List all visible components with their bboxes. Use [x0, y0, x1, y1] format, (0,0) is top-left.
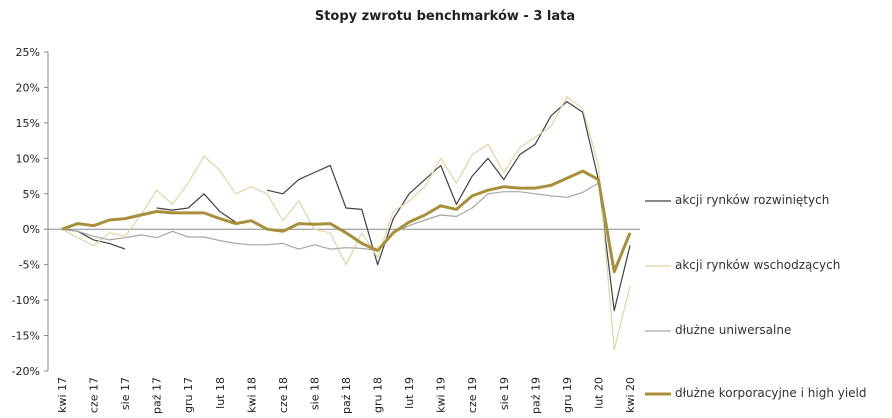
y-tick-label: -5%: [19, 259, 40, 272]
series-line: [61, 96, 631, 351]
x-tick-label: sie 19: [498, 377, 511, 410]
y-tick-label: 10%: [16, 152, 40, 165]
legend-swatch: [645, 200, 671, 202]
chart-title: Stopy zwrotu benchmarków - 3 lata: [315, 9, 575, 24]
y-tick-label: 15%: [16, 117, 40, 130]
legend-label: akcji rynków rozwiniętych: [675, 193, 830, 207]
x-tick-label: gru 19: [561, 377, 574, 413]
legend-label: akcji rynków wschodzących: [675, 258, 841, 272]
x-tick-label: gru 18: [372, 377, 385, 413]
x-tick-label: lut 18: [214, 377, 227, 409]
x-tick-label: kwi 19: [435, 377, 448, 413]
legend-item: dłużne korporacyjne i high yield: [645, 385, 885, 401]
y-tick-label: 25%: [16, 46, 40, 59]
y-tick-label: 0%: [23, 223, 40, 236]
x-tick-label: lut 20: [592, 377, 605, 409]
x-tick-label: paź 17: [151, 377, 164, 414]
legend-swatch: [645, 392, 671, 396]
x-tick-label: kwi 17: [56, 377, 69, 413]
x-tick-label: sie 18: [308, 377, 321, 410]
legend-swatch: [645, 265, 671, 267]
x-tick-label: paź 18: [340, 377, 353, 414]
x-tick-label: gru 17: [182, 377, 195, 413]
x-tick-label: cze 19: [466, 377, 479, 413]
x-tick-label: cze 18: [277, 377, 290, 413]
y-tick-label: 20%: [16, 81, 40, 94]
y-tick-label: -10%: [12, 294, 40, 307]
legend-item: dłużne uniwersalne: [645, 322, 885, 338]
y-tick-label: -20%: [12, 365, 40, 378]
legend-item: akcji rynków rozwiniętych: [645, 192, 885, 208]
series-line: [61, 169, 632, 274]
x-tick-label: paź 19: [529, 377, 542, 414]
legend-label: dłużne korporacyjne i high yield: [675, 386, 867, 400]
x-tick-label: sie 17: [119, 377, 132, 410]
series-line: [61, 182, 631, 269]
y-tick-label: 5%: [23, 188, 40, 201]
y-tick-label: -15%: [12, 330, 40, 343]
x-tick-label: lut 19: [403, 377, 416, 409]
legend-item: akcji rynków wschodzących: [645, 257, 885, 273]
x-tick-label: kwi 20: [624, 377, 637, 413]
x-tick-label: kwi 18: [245, 377, 258, 413]
legend-label: dłużne uniwersalne: [675, 323, 792, 337]
x-tick-label: cze 17: [88, 377, 101, 413]
legend-swatch: [645, 330, 671, 332]
